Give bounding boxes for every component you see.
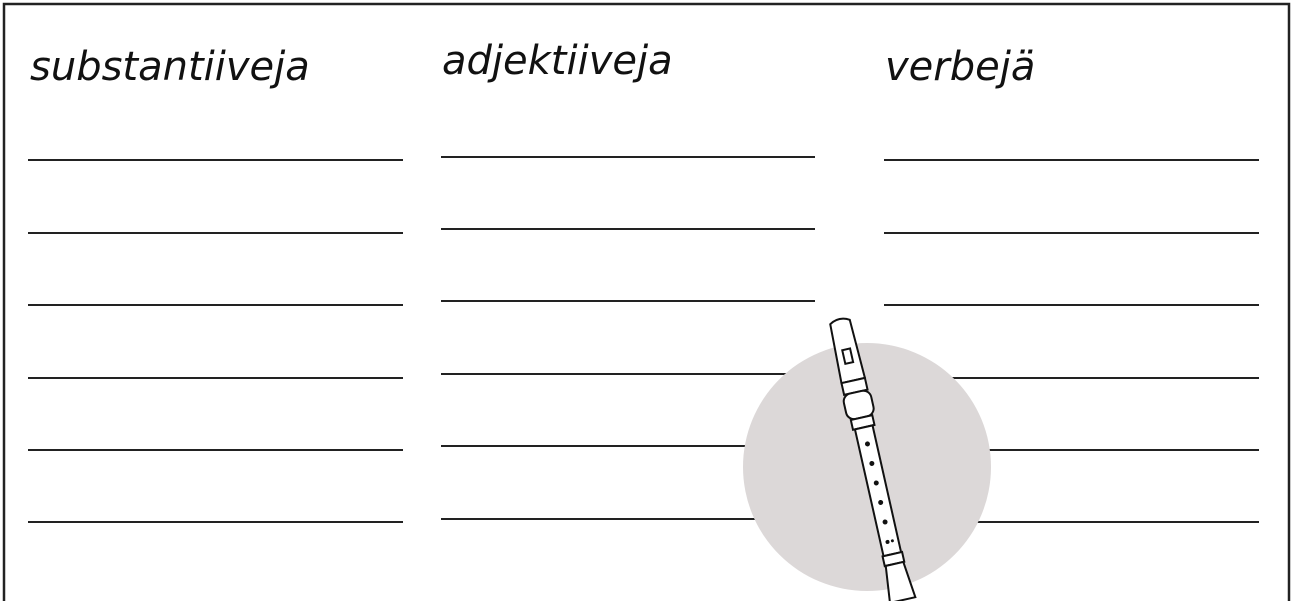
column-title: adjektiiveja — [442, 38, 673, 84]
column-title: substantiiveja — [30, 44, 310, 90]
recorder-illustration — [829, 317, 917, 601]
writing-lines — [28, 156, 1259, 523]
column-title: verbejä — [885, 44, 1035, 90]
